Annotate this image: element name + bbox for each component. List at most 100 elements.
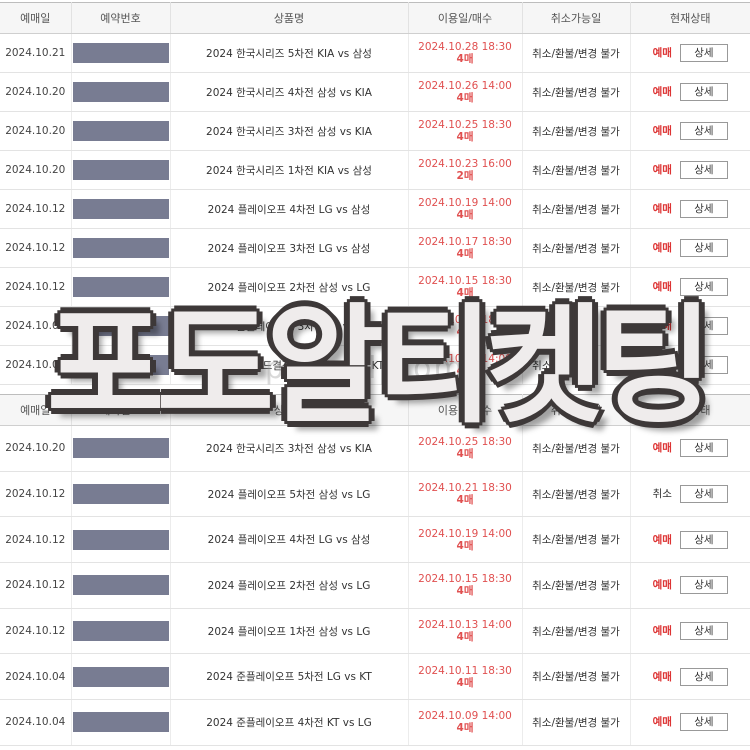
product-name[interactable]: 2024 플레이오프 3차전 LG vs 삼성 — [170, 228, 409, 268]
product-name[interactable]: 2024 플레이오프 5차전 삼성 vs LG — [170, 471, 409, 518]
detail-button[interactable]: 상세 — [679, 44, 728, 62]
product-name[interactable]: 2024 플레이오프 2차전 삼성 vs LG — [170, 562, 409, 609]
detail-button[interactable]: 상세 — [679, 200, 728, 218]
detail-button[interactable]: 상세 — [679, 161, 728, 179]
booking-table-bottom: 예매일 예약번호 상품명 이용일/매수 취소가능일 현재상태 2024.10.2… — [0, 394, 750, 746]
status-badge: 예매 — [652, 242, 672, 254]
booking-date: 2024.10.04 — [0, 306, 72, 346]
ticket-count: 4매 — [456, 676, 474, 689]
redacted-reservation-number — [72, 199, 169, 219]
reservation-number-cell — [71, 33, 171, 73]
status-badge: 예매 — [652, 625, 672, 638]
booking-date: 2024.10.21 — [0, 33, 72, 73]
status-badge: 예매 — [652, 716, 672, 729]
cancel-availability: 취소/환불/변경 불가 — [522, 111, 631, 151]
redacted-reservation-number — [72, 238, 169, 258]
reservation-number-cell — [71, 345, 171, 385]
product-name[interactable]: 2024 플레이오프 1차전 삼성 vs LG — [170, 608, 409, 655]
use-date: 2024.10.15 18:30 — [418, 573, 512, 586]
detail-button[interactable]: 상세 — [679, 239, 728, 257]
detail-button[interactable]: 상세 — [679, 122, 728, 140]
detail-button[interactable]: 상세 — [679, 317, 728, 335]
use-date: 2024.10.08 18:30 — [418, 314, 512, 326]
header-current-status: 현재상태 — [630, 2, 750, 34]
ticket-count: 4매 — [456, 494, 474, 507]
table-row: 2024.10.12 2024 플레이오프 4차전 LG vs 삼성 2024.… — [0, 516, 750, 564]
use-date: 2024.10.09 14:00 — [418, 710, 512, 723]
use-date: 2024.10.11 18:30 — [418, 664, 512, 677]
booking-date: 2024.10.12 — [0, 608, 72, 655]
product-name[interactable]: 2024 플레이오프 2차전 삼성 vs LG — [170, 267, 409, 307]
booking-date: 2024.10.20 — [0, 72, 72, 112]
detail-button[interactable]: 상세 — [679, 83, 728, 101]
table-row: 2024.10.20 2024 한국시리즈 3차전 삼성 vs KIA 2024… — [0, 425, 750, 472]
product-name[interactable]: 2024 한국시리즈 4차전 삼성 vs KIA — [170, 72, 409, 112]
detail-button[interactable]: 상세 — [679, 278, 728, 296]
status-badge: 예매 — [652, 670, 672, 683]
use-date: 2024.10.17 18:30 — [418, 236, 512, 248]
product-name[interactable]: 2024 플레이오프 4차전 LG vs 삼성 — [170, 516, 409, 564]
detail-button[interactable]: 상세 — [679, 622, 728, 641]
table-row: 2024.10.02 2024 와일드카드결정전 2차전 두산 vs KT 20… — [0, 345, 750, 385]
redacted-reservation-number — [72, 621, 169, 642]
booking-date: 2024.10.12 — [0, 189, 72, 229]
table-row: 2024.10.20 2024 한국시리즈 4차전 삼성 vs KIA 2024… — [0, 72, 750, 112]
redacted-reservation-number — [72, 160, 169, 180]
status-badge: 예매 — [652, 281, 672, 293]
ticket-count: 4매 — [456, 585, 474, 598]
status-cell: 예매 상세 — [630, 562, 750, 609]
use-date-count: 2024.10.11 18:30 4매 — [408, 653, 523, 701]
detail-button[interactable]: 상세 — [679, 667, 728, 686]
use-date-count: 2024.10.09 14:00 4매 — [408, 699, 523, 746]
detail-button[interactable]: 상세 — [679, 356, 728, 374]
redacted-reservation-number — [72, 355, 169, 375]
redacted-reservation-number — [72, 43, 169, 63]
use-date-count: 2024.10.28 18:30 4매 — [408, 33, 523, 73]
product-name[interactable]: 2024 준플레이오프 3차전 KT vs LG — [170, 306, 409, 346]
ticket-count: 4매 — [456, 448, 474, 461]
cancel-availability: 취소/환불/변경 불가 — [522, 608, 631, 655]
detail-button[interactable]: 상세 — [679, 485, 728, 504]
reservation-number-cell — [71, 189, 171, 229]
product-name[interactable]: 2024 준플레이오프 5차전 LG vs KT — [170, 653, 409, 701]
status-badge: 예매 — [652, 320, 672, 332]
header-use-date-count: 이용일/매수 — [408, 394, 523, 426]
status-badge: 예매 — [652, 47, 672, 59]
reservation-number-cell — [71, 562, 171, 609]
ticket-count: 4매 — [456, 248, 474, 260]
status-cell: 예매 상세 — [630, 189, 750, 229]
product-name[interactable]: 2024 플레이오프 4차전 LG vs 삼성 — [170, 189, 409, 229]
product-name[interactable]: 2024 한국시리즈 5차전 KIA vs 삼성 — [170, 33, 409, 73]
product-name[interactable]: 2024 한국시리즈 1차전 KIA vs 삼성 — [170, 150, 409, 190]
use-date: 2024.10.03 14:00 — [418, 353, 512, 365]
reservation-number-cell — [71, 111, 171, 151]
booking-table-top: 예매일 예약번호 상품명 이용일/매수 취소가능일 현재상태 2024.10.2… — [0, 2, 750, 385]
use-date: 2024.10.15 18:30 — [418, 275, 512, 287]
booking-date: 2024.10.12 — [0, 471, 72, 518]
product-name[interactable]: 2024 준플레이오프 4차전 KT vs LG — [170, 699, 409, 746]
watermark-text: podoalpromo — [264, 351, 486, 386]
booking-date: 2024.10.12 — [0, 228, 72, 268]
header-product-name: 상품명 — [170, 2, 409, 34]
status-cell: 예매 상세 — [630, 516, 750, 564]
product-name[interactable]: 2024 와일드카드결정전 2차전 두산 vs KT — [170, 345, 409, 385]
cancel-availability: 취소/환불/변경 불가 — [522, 345, 631, 385]
product-name[interactable]: 2024 한국시리즈 3차전 삼성 vs KIA — [170, 425, 409, 472]
table-row: 2024.10.20 2024 한국시리즈 3차전 삼성 vs KIA 2024… — [0, 111, 750, 151]
status-badge: 예매 — [652, 125, 672, 137]
product-name[interactable]: 2024 한국시리즈 3차전 삼성 vs KIA — [170, 111, 409, 151]
use-date-count: 2024.10.25 18:30 4매 — [408, 425, 523, 472]
use-date: 2024.10.19 14:00 — [418, 197, 512, 209]
detail-button[interactable]: 상세 — [679, 576, 728, 595]
detail-button[interactable]: 상세 — [679, 439, 728, 458]
booking-date: 2024.10.04 — [0, 699, 72, 746]
cancel-availability: 취소/환불/변경 불가 — [522, 516, 631, 564]
redacted-reservation-number — [72, 484, 169, 505]
use-date-count: 2024.10.21 18:30 4매 — [408, 471, 523, 518]
use-date-count: 2024.10.19 14:00 4매 — [408, 189, 523, 229]
header-reservation-number: 예약번호 — [71, 2, 171, 34]
detail-button[interactable]: 상세 — [679, 530, 728, 549]
reservation-number-cell — [71, 699, 171, 746]
detail-button[interactable]: 상세 — [679, 713, 728, 732]
reservation-number-cell — [71, 471, 171, 518]
